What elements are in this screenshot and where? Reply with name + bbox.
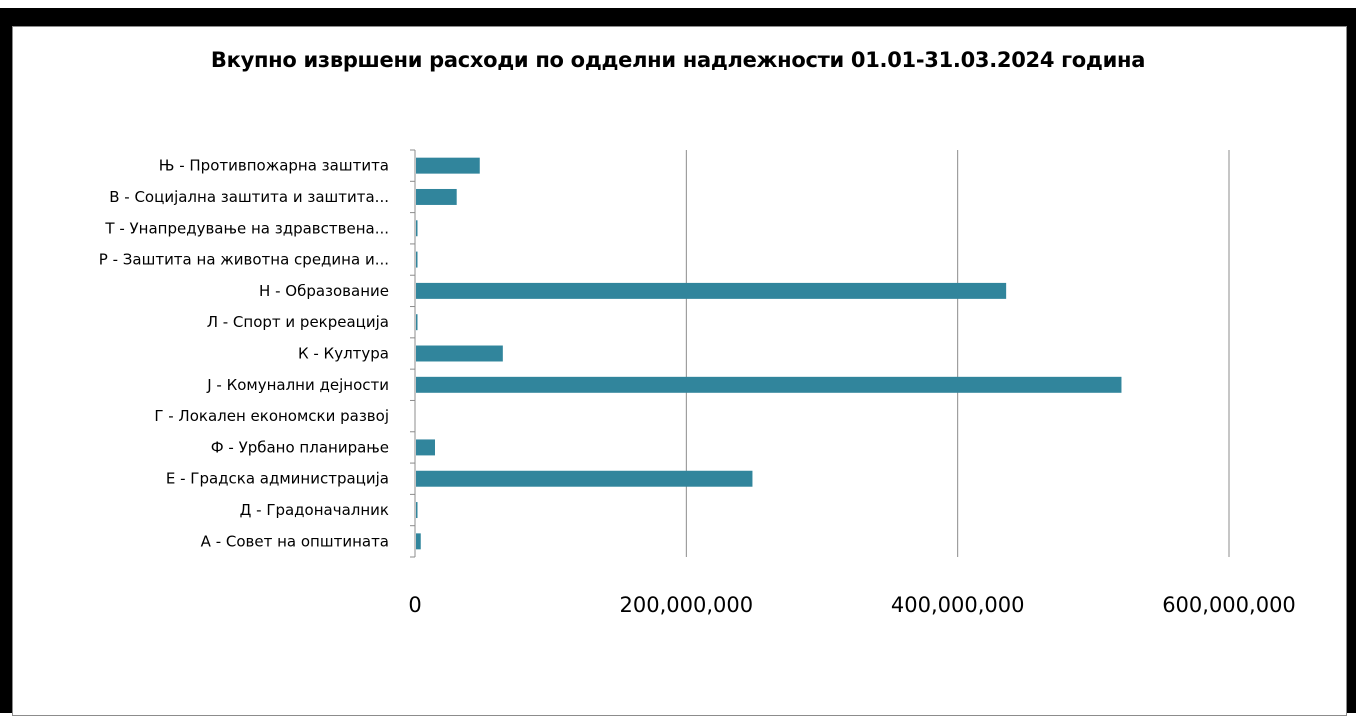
bar xyxy=(416,439,435,456)
bar xyxy=(416,251,418,268)
x-tick-label: 400,000,000 xyxy=(891,593,1025,617)
x-tick-label: 600,000,000 xyxy=(1162,593,1296,617)
category-label: В - Социјална заштита и заштита... xyxy=(109,188,389,206)
category-label: Њ - Противпожарна заштита xyxy=(159,157,389,175)
bar xyxy=(416,314,418,331)
bar xyxy=(416,282,1007,299)
x-tick-label: 0 xyxy=(408,593,421,617)
category-label: Г - Локален економски развој xyxy=(154,407,389,425)
chart-frame xyxy=(0,8,1356,716)
bar xyxy=(416,376,1122,393)
category-label: Д - Градоначалник xyxy=(240,501,389,519)
category-label: Ф - Урбано планирање xyxy=(211,438,389,456)
category-label: Л - Спорт и рекреација xyxy=(207,313,389,331)
x-tick-label: 200,000,000 xyxy=(620,593,754,617)
category-label: Ј - Комунални дејности xyxy=(206,376,389,394)
category-label: Н - Образование xyxy=(259,282,389,300)
chart-area xyxy=(12,26,1347,716)
category-label: А - Совет на општината xyxy=(201,532,389,550)
category-label: К - Култура xyxy=(298,345,389,363)
bar xyxy=(416,188,457,205)
bar xyxy=(416,345,503,362)
category-label: Р - Заштита на животна средина и... xyxy=(99,251,389,269)
bar xyxy=(416,470,753,487)
bar xyxy=(416,533,421,550)
category-label: Е - Градска администрација xyxy=(166,470,389,488)
bar xyxy=(416,157,480,174)
bar xyxy=(416,502,418,519)
chart-title: Вкупно извршени расходи по одделни надле… xyxy=(210,48,1146,72)
bar xyxy=(416,220,418,237)
category-label: Т - Унапредување на здравствена... xyxy=(104,219,389,237)
